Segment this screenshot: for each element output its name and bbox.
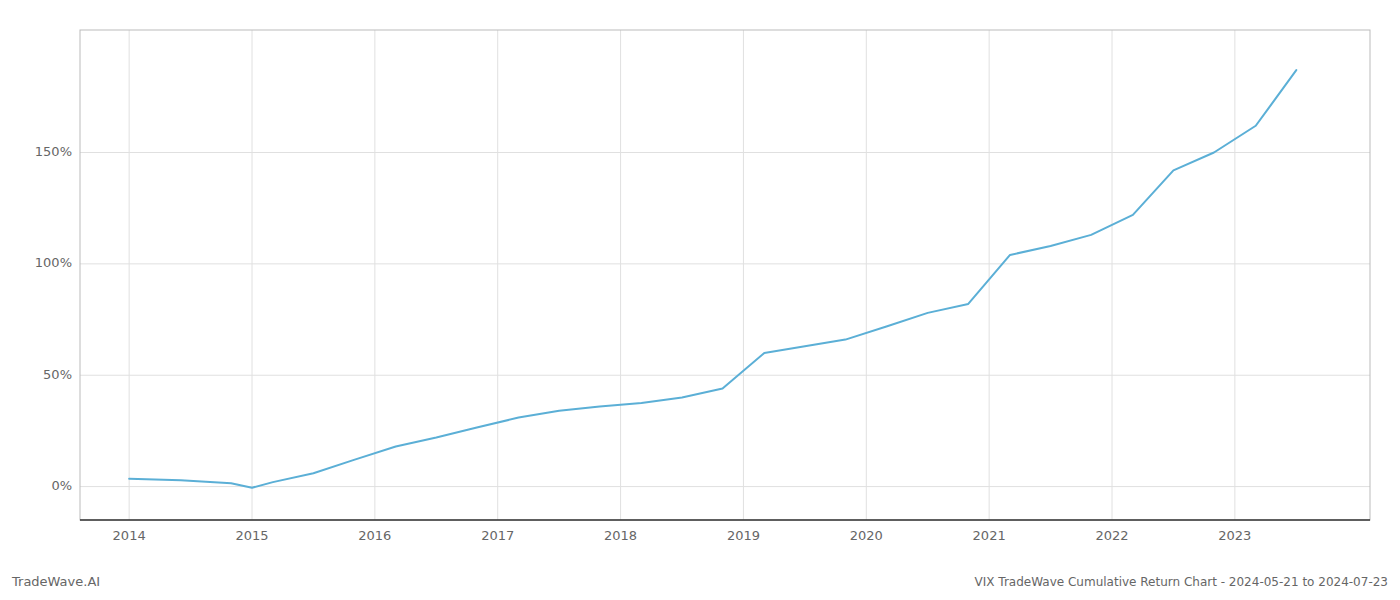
x-tick-label: 2018 — [604, 528, 637, 543]
x-grid-line — [252, 30, 253, 520]
x-grid-line — [374, 30, 375, 520]
x-tick-label: 2021 — [973, 528, 1006, 543]
x-tick-label: 2019 — [727, 528, 760, 543]
x-tick-label: 2015 — [235, 528, 268, 543]
x-tick-label: 2020 — [850, 528, 883, 543]
x-grid-line — [743, 30, 744, 520]
chart-svg: 0% 50% 100% 150% 2014 2015 2016 2017 2018 2019 202… — [0, 0, 1400, 600]
x-grid-line — [620, 30, 621, 520]
x-axis-line — [80, 519, 1370, 521]
x-grid-line — [989, 30, 990, 520]
return-line — [129, 70, 1296, 488]
x-tick-label: 2014 — [113, 528, 146, 543]
y-tick-label: 150% — [35, 144, 72, 159]
x-grid-line — [129, 30, 130, 520]
x-grid-line — [497, 30, 498, 520]
title: VIX TradeWave Cumulative Return Chart - … — [975, 575, 1388, 589]
plot-frame — [80, 30, 1370, 520]
y-tick-label: 0% — [51, 478, 72, 493]
y-grid-line — [80, 486, 1370, 487]
grid — [80, 30, 1370, 520]
x-tick-label: 2023 — [1218, 528, 1251, 543]
page: {"chart_data": {"type": "line", "title":… — [0, 0, 1400, 600]
y-tick-label: 50% — [43, 367, 72, 382]
x-tick-label: 2017 — [481, 528, 514, 543]
chart-container: 0% 50% 100% 150% 2014 2015 2016 2017 2018 2019 202… — [0, 0, 1400, 600]
y-grid-line — [80, 152, 1370, 153]
x-grid-line — [1234, 30, 1235, 520]
y-tick-label: 100% — [35, 255, 72, 270]
x-grid-line — [1112, 30, 1113, 520]
y-grid-line — [80, 263, 1370, 264]
x-tick-label: 2016 — [358, 528, 391, 543]
x-tick-label: 2022 — [1095, 528, 1128, 543]
texts: TradeWave.AI VIX TradeWave Cumulative Ret… — [11, 574, 1388, 589]
data-layer — [129, 70, 1296, 488]
y-grid-line — [80, 375, 1370, 376]
watermark: TradeWave.AI — [11, 574, 100, 589]
x-grid-line — [866, 30, 867, 520]
